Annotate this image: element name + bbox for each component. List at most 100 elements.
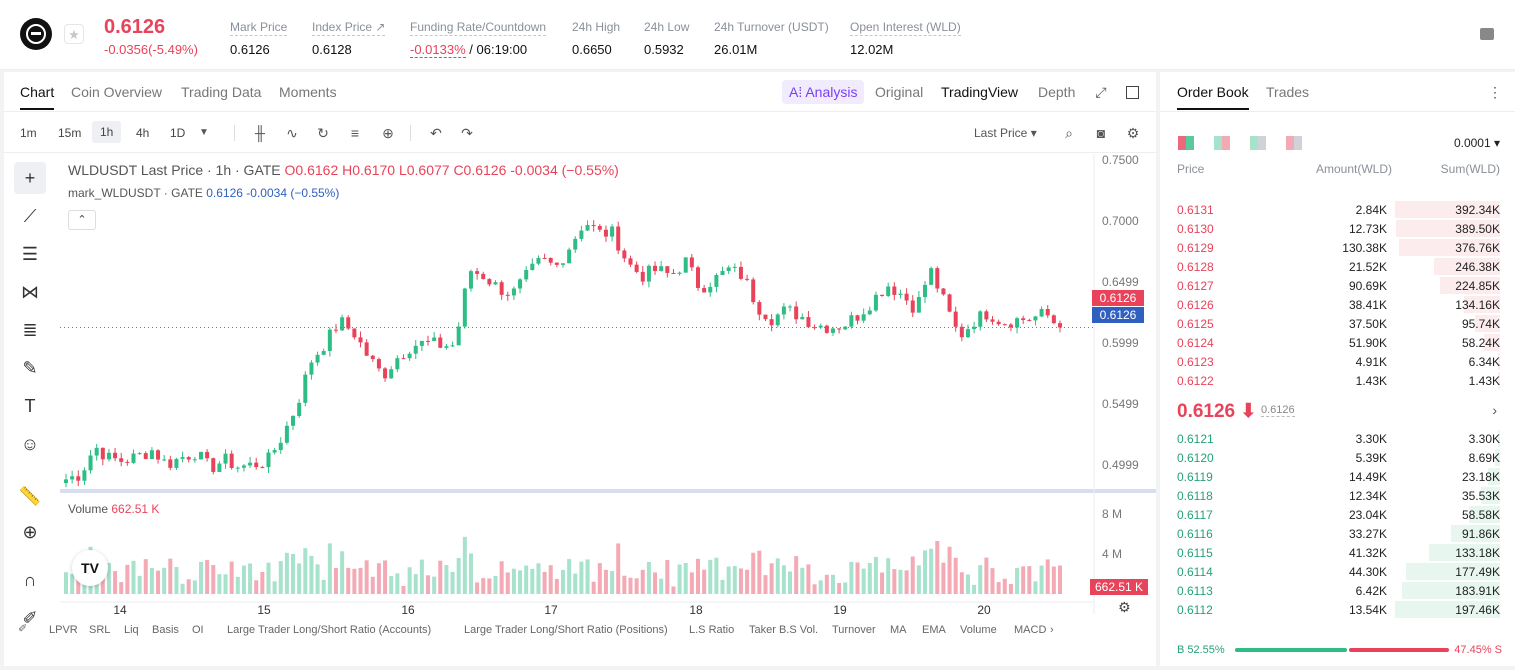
brush-icon[interactable]: ✎: [22, 358, 38, 378]
replay-icon[interactable]: ↻: [317, 125, 329, 141]
indicator-ma[interactable]: MA: [890, 624, 907, 636]
bid-row[interactable]: 0.6121 3.30K 3.30K: [1160, 429, 1515, 448]
indicator-oi[interactable]: OI: [192, 624, 204, 636]
zoom-in-icon[interactable]: ⊕: [22, 522, 38, 542]
indicator-turnover[interactable]: Turnover: [832, 624, 876, 636]
bid-row[interactable]: 0.6119 14.49K 23.18K: [1160, 467, 1515, 486]
ask-row[interactable]: 0.6127 90.69K 224.85K: [1160, 276, 1515, 295]
view-tradingview[interactable]: TradingView: [941, 84, 1019, 100]
layout-icon[interactable]: ≡: [350, 125, 360, 141]
redo-icon[interactable]: ↷: [461, 125, 473, 141]
timeframe-1d[interactable]: 1D: [170, 126, 186, 140]
ask-row[interactable]: 0.6126 38.41K 134.16K: [1160, 295, 1515, 314]
bid-row[interactable]: 0.6116 33.27K 91.86K: [1160, 524, 1515, 543]
bid-row[interactable]: 0.6115 41.32K 133.18K: [1160, 543, 1515, 562]
ask-row[interactable]: 0.6125 37.50K 95.74K: [1160, 314, 1515, 333]
view-bids-icon[interactable]: [1214, 136, 1230, 150]
stat-label[interactable]: Funding Rate/Countdown: [410, 20, 547, 36]
indicator-large-trader-long-short-ratio-positions-[interactable]: Large Trader Long/Short Ratio (Positions…: [464, 624, 668, 636]
tab-moments[interactable]: Moments: [279, 84, 337, 100]
crosshair-icon[interactable]: +: [14, 162, 46, 194]
tab-coin-overview[interactable]: Coin Overview: [71, 84, 163, 100]
ask-row[interactable]: 0.6129 130.38K 376.76K: [1160, 238, 1515, 257]
tab-trading-data[interactable]: Trading Data: [181, 84, 262, 100]
indicator-volume[interactable]: Volume: [960, 624, 997, 636]
bid-row[interactable]: 0.6120 5.39K 8.69K: [1160, 448, 1515, 467]
indicators-icon[interactable]: ∿: [286, 125, 298, 141]
text-icon[interactable]: T: [24, 396, 36, 416]
tab-chart[interactable]: Chart: [20, 84, 55, 110]
bid-row[interactable]: 0.6114 44.30K 177.49K: [1160, 562, 1515, 581]
trendline-icon[interactable]: ⟋: [23, 206, 37, 226]
view-depth[interactable]: Depth: [1038, 84, 1076, 100]
edit-icon[interactable]: ✐: [18, 623, 28, 635]
search-icon[interactable]: ⌕: [1065, 125, 1073, 141]
volume-bar: [444, 565, 449, 594]
book-icon[interactable]: [1480, 28, 1494, 40]
ask-row[interactable]: 0.6130 12.73K 389.50K: [1160, 219, 1515, 238]
favorite-star-icon[interactable]: ★: [64, 24, 84, 44]
gear-icon[interactable]: ⚙: [1126, 125, 1140, 141]
indicator-lpvr[interactable]: LPVR: [49, 624, 78, 636]
candle-type-icon[interactable]: ╫: [255, 125, 265, 141]
volume-bar: [113, 571, 118, 594]
magnet-icon[interactable]: ∩: [23, 570, 37, 590]
more-icon[interactable]: ⋮: [1488, 84, 1502, 100]
collapse-legend-button[interactable]: ⌃: [68, 210, 96, 230]
bid-row[interactable]: 0.6117 23.04K 58.58K: [1160, 505, 1515, 524]
horizontal-lines-icon[interactable]: ☰: [21, 244, 39, 264]
indicator-ema[interactable]: EMA: [922, 624, 946, 636]
add-indicator-icon[interactable]: ⊕: [382, 125, 394, 141]
indicator-liq[interactable]: Liq: [124, 624, 139, 636]
chevron-right-icon[interactable]: ›: [1492, 402, 1497, 418]
view-alt-icon[interactable]: [1286, 136, 1302, 150]
view-original[interactable]: Original: [875, 84, 924, 100]
ask-row[interactable]: 0.6128 21.52K 246.38K: [1160, 257, 1515, 276]
pattern-icon[interactable]: ⋈: [21, 282, 39, 302]
timeframe-1h[interactable]: 1h: [92, 121, 122, 143]
tab-order-book[interactable]: Order Book: [1177, 84, 1249, 110]
timeframe-4h[interactable]: 4h: [136, 126, 150, 140]
window-icon[interactable]: [1126, 86, 1139, 99]
precision-select[interactable]: 0.0001 ▾: [1453, 136, 1500, 150]
chevron-right-icon[interactable]: ›: [1050, 624, 1054, 636]
candlestick-chart[interactable]: 0.7500 0.7000 0.6499 0.5999 0.5499 0.4999 8 M 4…: [60, 154, 1156, 614]
camera-icon[interactable]: ◙: [1096, 125, 1106, 141]
last-price-select[interactable]: Last Price ▾: [974, 126, 1037, 140]
indicator-macd[interactable]: MACD: [1014, 624, 1047, 636]
view-asks-icon[interactable]: [1250, 136, 1266, 150]
bid-row[interactable]: 0.6113 6.42K 183.91K: [1160, 581, 1515, 600]
ask-row[interactable]: 0.6124 51.90K 58.24K: [1160, 333, 1515, 352]
indicator-large-trader-long-short-ratio-accounts-[interactable]: Large Trader Long/Short Ratio (Accounts): [227, 624, 432, 636]
row-sum: 1.43K: [1468, 374, 1500, 388]
indicator-basis[interactable]: Basis: [152, 624, 179, 636]
fib-icon[interactable]: ≣: [22, 320, 38, 340]
volume-bar: [352, 568, 357, 594]
ask-row[interactable]: 0.6131 2.84K 392.34K: [1160, 200, 1515, 219]
tradingview-logo[interactable]: TV: [72, 550, 108, 586]
ask-row[interactable]: 0.6123 4.91K 6.34K: [1160, 352, 1515, 371]
pencil-lock-icon[interactable]: ✐: [22, 608, 38, 628]
timeframe-1m[interactable]: 1m: [20, 126, 37, 140]
ai-analysis-button[interactable]: A⁞ Analysis: [782, 80, 865, 104]
tab-trades[interactable]: Trades: [1266, 84, 1310, 100]
ask-row[interactable]: 0.6122 1.43K 1.43K: [1160, 371, 1515, 390]
bid-row[interactable]: 0.6118 12.34K 35.53K: [1160, 486, 1515, 505]
indicator-srl[interactable]: SRL: [89, 624, 111, 636]
view-both-icon[interactable]: [1178, 136, 1194, 150]
ruler-icon[interactable]: 📏: [18, 486, 42, 506]
undo-icon[interactable]: ↶: [430, 125, 442, 141]
timeframe-15m[interactable]: 15m: [58, 126, 82, 140]
chevron-down-icon[interactable]: ▼: [199, 127, 209, 138]
stat-label[interactable]: Index Price ↗: [312, 20, 386, 36]
volume-bar: [702, 569, 707, 594]
bid-row[interactable]: 0.6112 13.54K 197.46K: [1160, 600, 1515, 619]
expand-icon[interactable]: ⤢: [1095, 84, 1107, 100]
emoji-icon[interactable]: ☺: [20, 434, 40, 454]
stat-label[interactable]: Open Interest (WLD): [850, 20, 961, 36]
candle-body: [775, 314, 780, 326]
x-tick-label: 16: [401, 603, 415, 614]
stat-label[interactable]: Mark Price: [230, 20, 288, 36]
indicator-taker-b-s-vol-[interactable]: Taker B.S Vol.: [749, 624, 819, 636]
indicator-l-s-ratio[interactable]: L.S Ratio: [689, 624, 735, 636]
